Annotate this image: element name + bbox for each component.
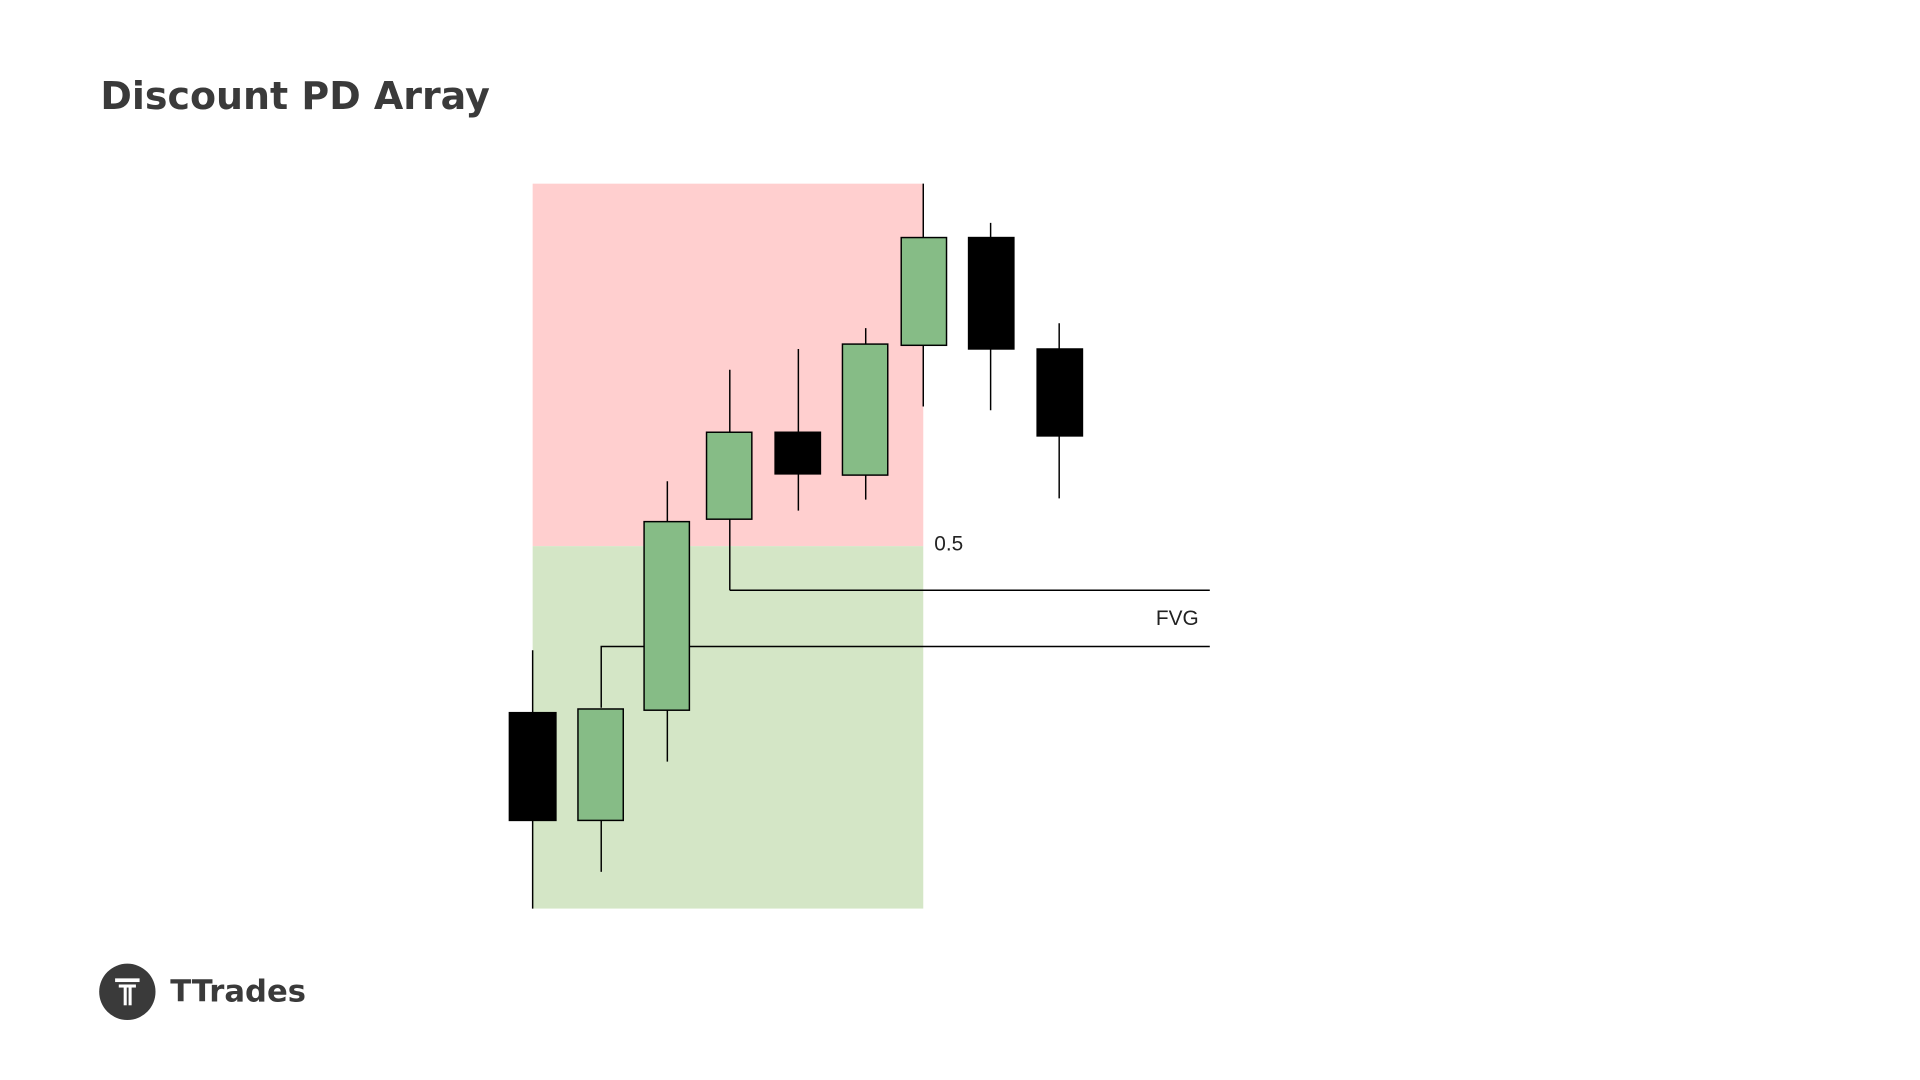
candle	[841, 343, 889, 476]
candle	[705, 431, 753, 520]
fvg-label: FVG	[1156, 607, 1199, 630]
candle	[967, 236, 1015, 350]
brand-name: TTrades	[170, 975, 306, 1010]
candle	[900, 236, 948, 347]
candle	[643, 520, 691, 711]
candle	[774, 431, 822, 475]
candle	[577, 708, 624, 822]
brand-logo	[99, 963, 156, 1020]
title: Discount PD Array	[100, 74, 490, 118]
midpoint-label: 0.5	[934, 532, 963, 555]
candle	[1036, 348, 1084, 437]
candles	[508, 183, 1084, 909]
fvg-bottom-line	[600, 645, 1210, 708]
candle	[508, 711, 557, 822]
